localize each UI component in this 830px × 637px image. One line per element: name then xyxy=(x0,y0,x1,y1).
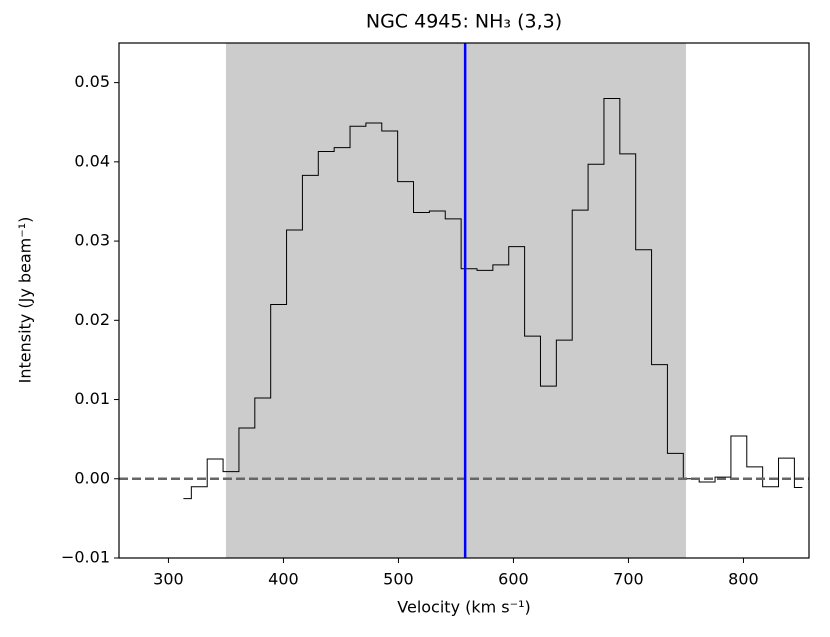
x-tick-label: 400 xyxy=(268,570,299,589)
x-axis-label: Velocity (km s⁻¹) xyxy=(397,598,530,617)
y-tick-label: 0.01 xyxy=(74,389,110,408)
x-tick-label: 600 xyxy=(498,570,529,589)
y-axis-label: Intensity (Jy beam⁻¹) xyxy=(16,217,35,384)
plot-frame xyxy=(118,42,810,559)
y-tick-label: −0.01 xyxy=(61,548,110,567)
spectrum-line xyxy=(183,97,803,500)
x-tick-label: 800 xyxy=(728,570,759,589)
y-tick-label: 0.03 xyxy=(74,231,110,250)
chart-title: NGC 4945: NH₃ (3,3) xyxy=(366,11,562,33)
y-tick-label: 0.05 xyxy=(74,72,110,91)
y-tick-label: 0.04 xyxy=(74,151,110,170)
x-tick-label: 300 xyxy=(153,570,184,589)
y-tick-label: 0.00 xyxy=(74,468,110,487)
x-tick-label: 500 xyxy=(383,570,414,589)
x-tick-label: 700 xyxy=(613,570,644,589)
y-tick-label: 0.02 xyxy=(74,310,110,329)
shaded-span xyxy=(225,43,686,558)
